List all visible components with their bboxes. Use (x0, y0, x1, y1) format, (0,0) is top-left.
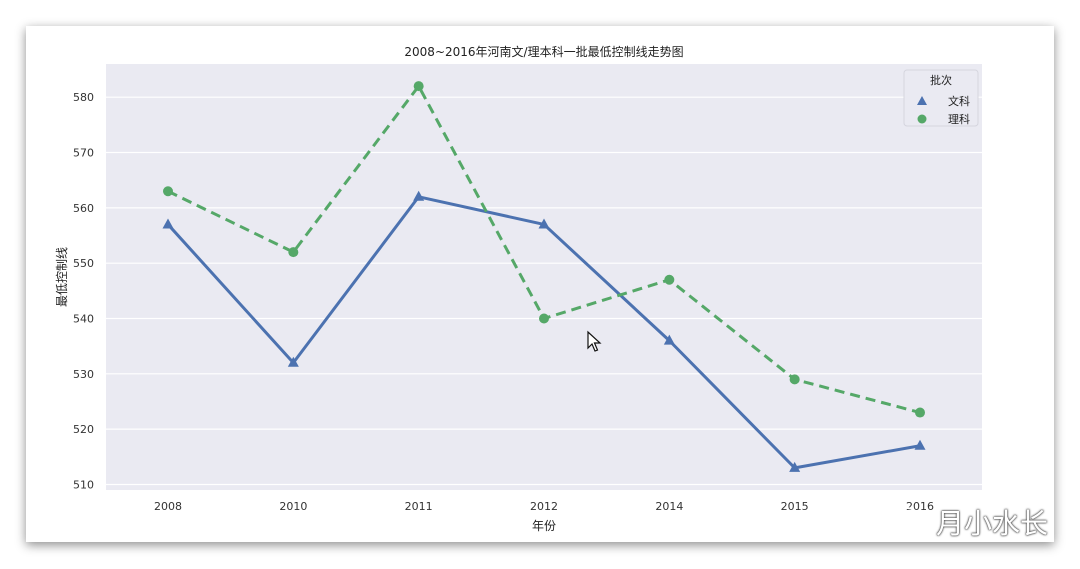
data-point (915, 407, 925, 418)
x-tick-label: 2015 (781, 500, 809, 513)
x-axis-label: 年份 (532, 519, 556, 533)
data-point (413, 190, 425, 201)
data-point (413, 81, 424, 92)
data-point (287, 356, 299, 367)
legend-marker (917, 96, 927, 105)
data-point (288, 247, 299, 258)
y-axis-label: 最低控制线 (55, 247, 69, 307)
data-point (914, 439, 926, 450)
legend-title: 批次 (930, 73, 952, 87)
data-point (663, 334, 675, 345)
x-tick-label: 2014 (655, 500, 683, 513)
legend-label: 文科 (948, 94, 970, 108)
mouse-cursor-icon (587, 330, 602, 352)
line-chart: 510 520 530 540 550 560 570 580 2008 2010 2011 2012… (55, 44, 982, 533)
watermark-text: 月小水长 (936, 507, 1049, 540)
data-point (789, 461, 801, 472)
chart-title: 2008~2016年河南文/理本科一批最低控制线走势图 (404, 44, 683, 59)
wechat-icon (892, 507, 927, 536)
legend-box (903, 69, 979, 127)
x-tick-label: 2012 (530, 500, 558, 513)
data-point (538, 218, 550, 229)
legend-marker (917, 114, 927, 124)
watermark: 月小水长 (890, 502, 1048, 542)
plot-area (106, 64, 982, 490)
x-tick-label: 2008 (154, 500, 182, 513)
data-point (163, 186, 173, 197)
y-tick-label: 570 (73, 147, 94, 160)
y-tick-label: 580 (73, 91, 94, 104)
y-tick-label: 560 (73, 202, 94, 215)
data-point (664, 274, 675, 285)
legend-label: 理科 (948, 112, 970, 126)
data-point (162, 218, 174, 229)
chart-card: 510 520 530 540 550 560 570 580 2008 2010 2011 2012… (26, 26, 1054, 542)
data-point (539, 313, 549, 324)
y-tick-label: 540 (73, 312, 94, 325)
y-tick-label: 510 (73, 478, 94, 491)
y-tick-label: 520 (73, 423, 94, 436)
y-tick-label: 530 (73, 368, 94, 381)
x-tick-label: 2011 (405, 500, 433, 513)
x-tick-label: 2010 (279, 500, 307, 513)
data-point (789, 374, 800, 385)
y-tick-label: 550 (73, 257, 94, 270)
